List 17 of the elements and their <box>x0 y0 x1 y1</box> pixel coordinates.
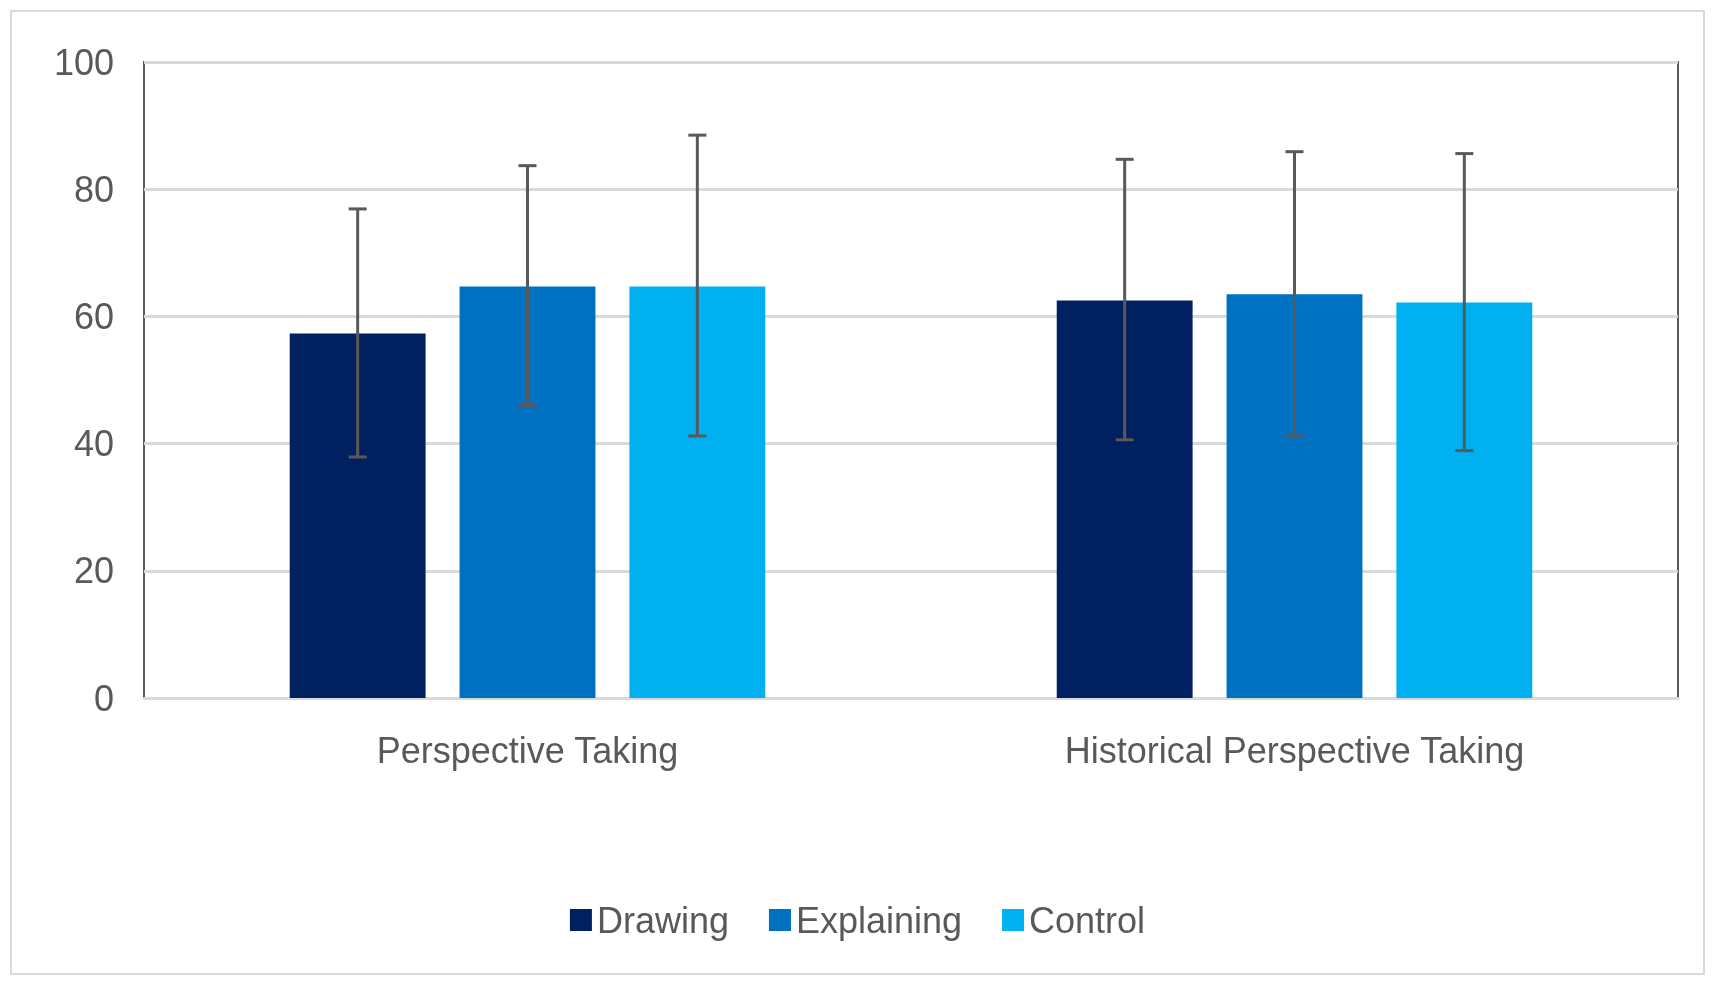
bar <box>629 286 766 698</box>
y-tick-label: 100 <box>53 41 114 83</box>
bar <box>1226 294 1363 698</box>
bar <box>289 333 426 698</box>
x-tick-label: Historical Perspective Taking <box>1064 729 1525 771</box>
y-tick-label: 40 <box>73 423 114 465</box>
legend-label: Control <box>1029 899 1146 941</box>
y-tick-label: 60 <box>73 295 114 337</box>
bar <box>1396 302 1533 698</box>
y-tick-label: 80 <box>73 168 114 210</box>
legend-label: Drawing <box>596 899 729 941</box>
bar <box>1056 300 1193 698</box>
x-tick-label: Perspective Taking <box>376 729 679 771</box>
y-tick-label: 0 <box>93 677 114 719</box>
bar <box>459 286 596 698</box>
y-tick-label: 20 <box>73 550 114 592</box>
legend-label: Explaining <box>795 899 963 941</box>
